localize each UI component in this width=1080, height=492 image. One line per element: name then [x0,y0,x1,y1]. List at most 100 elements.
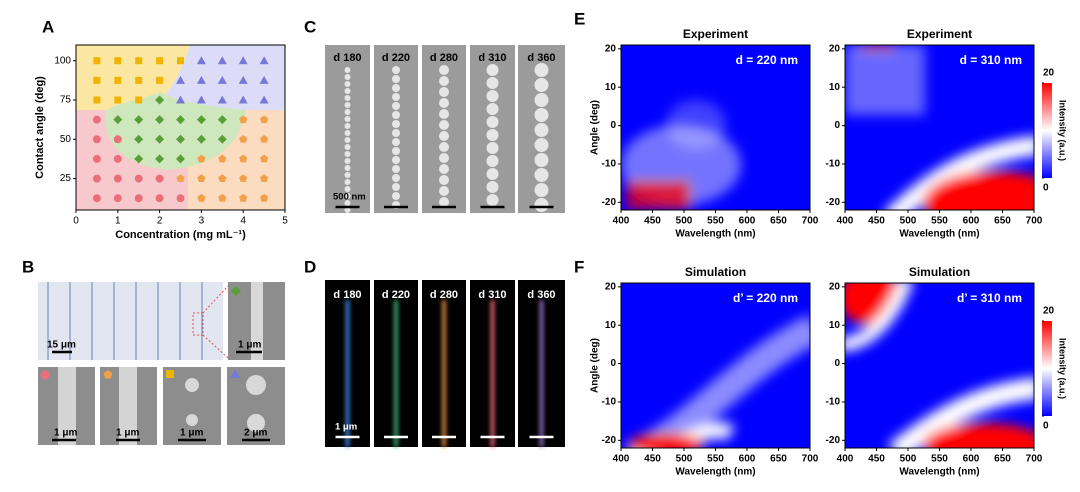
nanoparticle [344,109,351,115]
nanoparticle [344,130,351,136]
x-tick-label: 450 [644,216,661,227]
panel-label: C [304,17,316,36]
y-tick-label: 20 [829,43,841,54]
marker [135,76,143,84]
x-tick-label: 600 [963,454,980,465]
nanoparticle [392,84,400,92]
intensity-feature [860,45,895,51]
scale-bar-label: 2 μm [244,428,267,439]
nanoparticle [344,158,351,164]
nanoparticle [392,111,400,119]
marker [156,76,164,84]
emission-line [345,300,350,447]
nanoparticle [392,174,400,182]
plot-frame [75,44,286,211]
annotation: d = 220 nm [736,53,798,67]
marker [113,194,122,203]
diameter-label: d 360 [527,52,555,64]
nanoparticle [486,64,499,76]
y-axis-label: Angle (deg) [590,100,601,155]
marker [239,134,248,143]
x-tick-label: 650 [770,216,787,227]
nanoparticle [534,78,549,92]
intensity-feature [923,423,1034,448]
scale-bar-label: 1 μm [335,422,357,433]
colorbar [1042,83,1052,178]
marker [217,115,227,125]
nanoparticle [392,147,400,155]
emission-line [490,300,495,447]
x-tick-label: 550 [707,216,724,227]
emission-line [539,300,544,447]
y-tick-label: 50 [60,134,72,145]
intensity-feature [885,135,1034,210]
x-tick-label: 500 [676,454,693,465]
x-tick-label: 650 [994,216,1011,227]
nanoparticle [392,156,400,164]
nanoparticle [439,87,449,97]
marker [114,57,122,65]
nanoparticle [534,168,549,182]
chart-title: Simulation [909,265,970,279]
x-tick-label: 400 [837,454,854,465]
y-tick-label: -20 [826,197,841,208]
nanoparticle [392,129,400,137]
y-axis-label: Contact angle (deg) [34,76,46,179]
intensity-feature [923,171,1034,210]
marker [197,154,206,163]
x-tick-label: 3 [199,216,205,227]
nanoparticle [392,120,400,128]
annotation: d’ = 220 nm [733,291,798,305]
nanoparticle [344,172,351,178]
marker [176,134,185,144]
nanoparticle [439,175,449,185]
annotation: d’ = 310 nm [957,291,1022,305]
x-tick-label: 650 [770,454,787,465]
marker [196,115,206,125]
nanoparticle [534,153,549,167]
nanoparticle [392,165,400,173]
optical-image-d: d 180 d 220 d 280 d 310 d 360 1 μm [325,280,565,447]
x-tick-label: 1 [115,216,121,227]
nanoparticle [534,93,549,107]
heatmap [621,283,810,448]
marker [92,194,101,203]
nanoparticle [392,102,400,110]
y-tick-label: 20 [829,281,841,292]
nanoparticle [486,142,499,154]
marker [218,154,227,163]
marker [92,115,101,124]
x-tick-label: 550 [707,454,724,465]
nanoparticle [392,75,400,83]
heatmap [845,45,1034,210]
colorbar-tick-label: 20 [1043,306,1055,317]
marker [92,174,101,183]
marker [217,75,227,84]
marker [239,115,248,124]
marker [177,57,184,65]
y-tick-label: -10 [826,397,841,408]
nanoparticle [392,183,400,191]
marker [93,76,101,84]
marker [218,193,227,202]
marker [239,174,248,183]
scale-bar-label: 1 μm [238,340,261,351]
marker [93,57,101,65]
nanoparticle [439,197,449,207]
nanoparticle [344,95,351,101]
colorbar-tick-label: 20 [1043,68,1055,79]
marker [176,75,185,84]
y-axis-label: Angle (deg) [590,338,601,393]
intensity-feature [666,100,726,150]
diameter-label: d 280 [430,289,458,301]
micrograph-c: d 180 d 220 d 280 d 310 d 360 500 nm [325,45,565,213]
x-tick-label: 450 [644,454,661,465]
y-tick-label: 20 [605,281,617,292]
nanoparticle [344,144,351,150]
nanoparticle [439,164,449,174]
nanoparticle [344,193,351,199]
nanoparticle [534,198,549,212]
nanoparticle [344,88,351,94]
marker [196,75,206,84]
heatmap [621,45,810,210]
